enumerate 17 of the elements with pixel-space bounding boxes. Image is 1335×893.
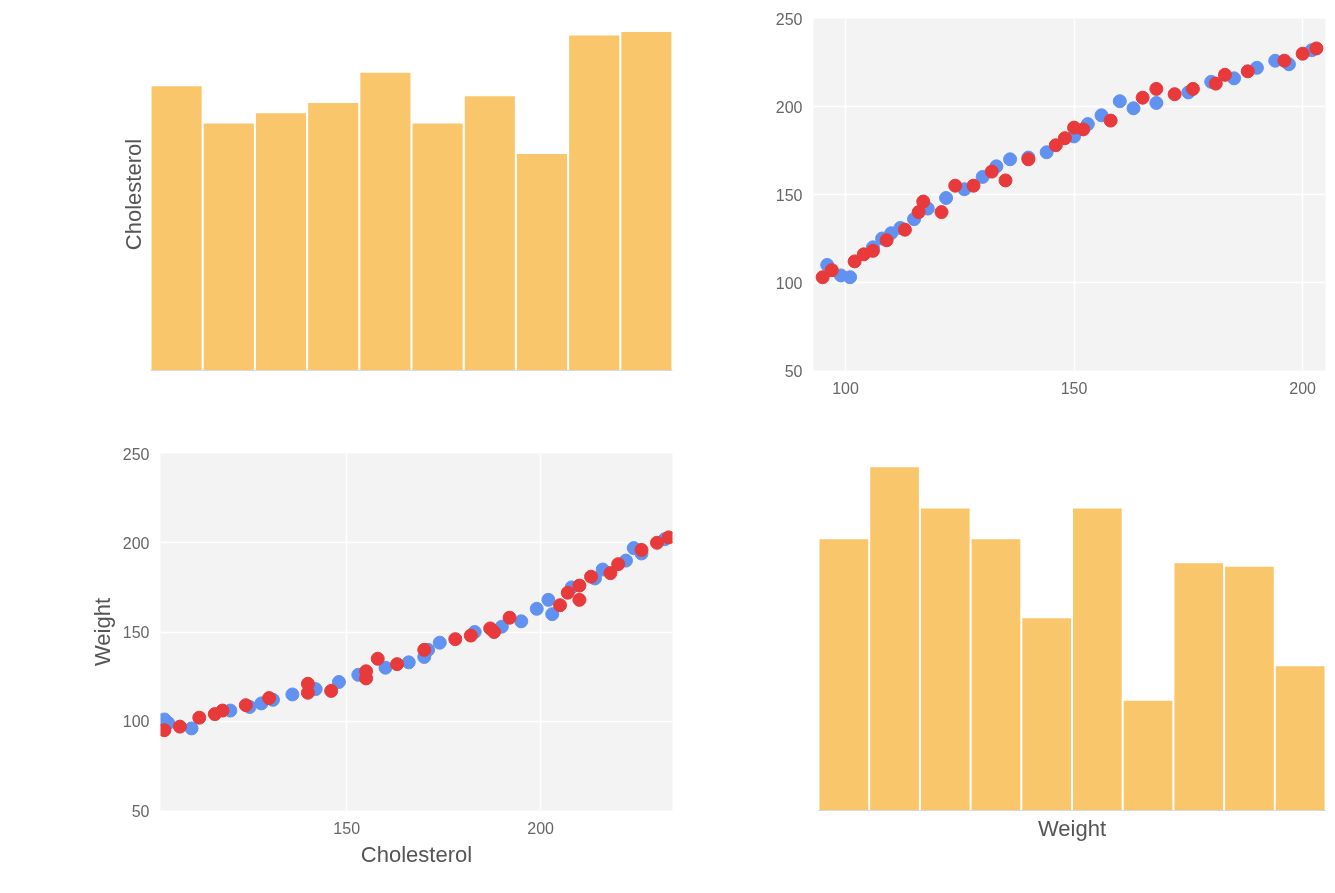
y-tick-label: 150	[775, 186, 803, 204]
y-tick-label: 200	[775, 98, 803, 116]
y-tick-label: 50	[784, 362, 803, 380]
x-tick-label: 200	[1289, 379, 1317, 397]
y-tick-label: 50	[131, 802, 150, 820]
y-axis-title: Weight	[89, 597, 115, 667]
y-tick-label: 250	[775, 10, 803, 28]
x-axis-title: Weight	[1037, 815, 1107, 841]
x-axis-title: Cholesterol	[360, 841, 473, 867]
y-tick-label: 200	[122, 534, 150, 552]
y-tick-label: 100	[122, 713, 150, 731]
y-tick-label: 250	[122, 445, 150, 463]
y-axis-title: Cholesterol	[120, 138, 146, 251]
x-tick-label: 150	[1060, 379, 1088, 397]
y-tick-label: 100	[775, 274, 803, 292]
y-tick-label: 150	[122, 624, 150, 641]
x-tick-label: 100	[832, 379, 859, 397]
